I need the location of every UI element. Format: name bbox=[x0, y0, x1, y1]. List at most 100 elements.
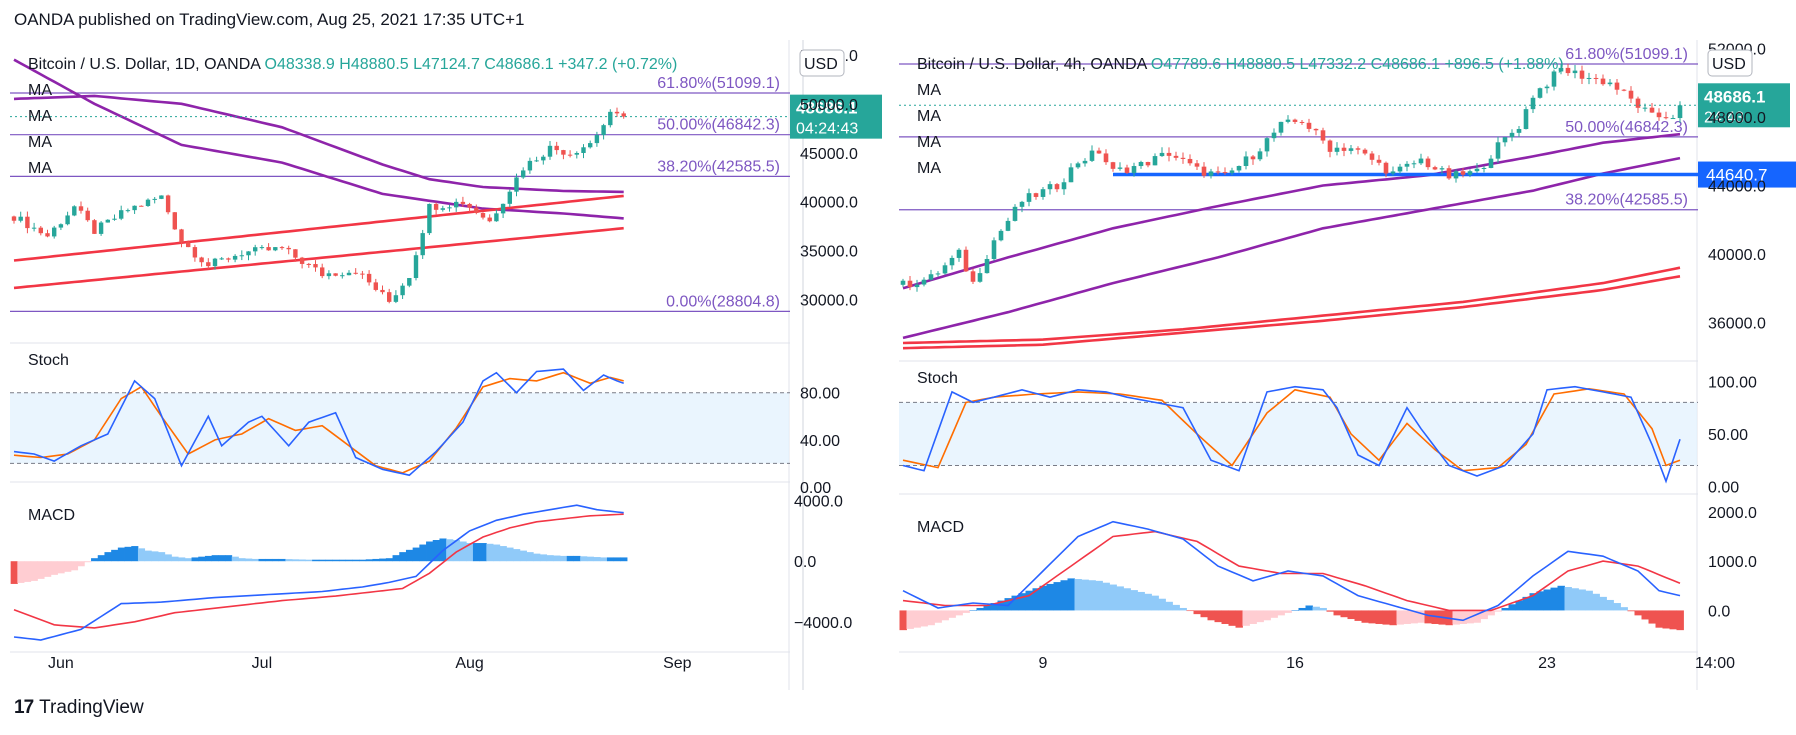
candle-body bbox=[1593, 77, 1599, 79]
macd-histogram-bar bbox=[948, 610, 956, 618]
candle-body bbox=[594, 135, 600, 144]
candle-body bbox=[1005, 220, 1011, 231]
candle-body bbox=[125, 210, 131, 212]
candle-body bbox=[92, 220, 97, 234]
macd-histogram-bar bbox=[452, 540, 460, 562]
macd-histogram-bar bbox=[30, 561, 38, 581]
candle-body bbox=[608, 111, 613, 126]
macd-histogram-bar bbox=[1396, 610, 1404, 625]
candle-body bbox=[460, 201, 466, 204]
macd-histogram-bar bbox=[1347, 610, 1355, 620]
macd-histogram-bar bbox=[1340, 610, 1348, 618]
candle-body bbox=[1425, 158, 1431, 168]
macd-histogram-bar bbox=[10, 561, 18, 584]
macd-tick-label: 2000.0 bbox=[1708, 505, 1757, 522]
candle-body bbox=[152, 198, 157, 200]
macd-histogram-bar bbox=[238, 558, 246, 562]
candle-body bbox=[1089, 150, 1095, 161]
macd-histogram-bar bbox=[365, 559, 373, 562]
candle-body bbox=[614, 111, 620, 114]
candle-body bbox=[935, 273, 941, 275]
macd-histogram-bar bbox=[1634, 610, 1642, 616]
candle-body bbox=[165, 195, 171, 213]
candle-body bbox=[541, 156, 546, 161]
macd-histogram-bar bbox=[1109, 584, 1117, 611]
candle-body bbox=[1474, 168, 1480, 172]
macd-histogram-bar bbox=[231, 556, 239, 562]
macd-histogram-bar bbox=[211, 555, 219, 562]
macd-signal-line bbox=[13, 513, 624, 629]
candle-body bbox=[259, 247, 265, 249]
fib-label: 61.80%(51099.1) bbox=[1565, 46, 1688, 63]
candle-body bbox=[400, 285, 405, 296]
macd-tick-label: −4000.0 bbox=[794, 615, 852, 632]
macd-histogram-bar bbox=[1620, 607, 1628, 611]
chart-title: Bitcoin / U.S. Dollar, 1D, OANDA O48338.… bbox=[28, 56, 677, 73]
candle-body bbox=[1390, 171, 1396, 174]
candle-body bbox=[413, 255, 419, 279]
macd-histogram-bar bbox=[158, 552, 166, 562]
candle-body bbox=[373, 282, 378, 290]
candle-body bbox=[420, 233, 425, 256]
candle-body bbox=[581, 147, 586, 153]
macd-histogram-bar bbox=[1557, 585, 1565, 611]
candle-body bbox=[1264, 138, 1270, 152]
candle-body bbox=[949, 257, 955, 266]
candle-body bbox=[480, 213, 486, 218]
stoch-tick-label: 0.00 bbox=[1708, 479, 1739, 496]
macd-histogram-bar bbox=[1585, 590, 1593, 611]
candle-body bbox=[1572, 70, 1578, 74]
price-tick-label: 40000.0 bbox=[1708, 247, 1766, 264]
macd-label: MACD bbox=[28, 507, 75, 524]
macd-histogram-bar bbox=[1473, 610, 1481, 623]
candle-body bbox=[977, 273, 983, 282]
macd-histogram-bar bbox=[1102, 582, 1110, 611]
ma-legend-label: MA bbox=[917, 160, 941, 177]
candle-body bbox=[85, 210, 90, 221]
macd-histogram-bar bbox=[1515, 600, 1523, 611]
macd-histogram-bar bbox=[1494, 610, 1502, 612]
candle-body bbox=[1194, 163, 1200, 167]
candle-body bbox=[1383, 162, 1389, 174]
candle-body bbox=[1103, 153, 1109, 163]
candle-body bbox=[1446, 168, 1452, 179]
macd-line bbox=[13, 504, 624, 641]
candle-body bbox=[1607, 82, 1613, 85]
candle-body bbox=[467, 203, 472, 208]
candle-body bbox=[1551, 71, 1557, 87]
candle-body bbox=[1677, 105, 1683, 119]
macd-histogram-bar bbox=[606, 557, 615, 562]
macd-histogram-bar bbox=[359, 559, 367, 562]
macd-histogram-bar bbox=[144, 550, 152, 562]
macd-histogram-bar bbox=[104, 552, 112, 562]
macd-histogram-bar bbox=[198, 556, 206, 562]
ma-legend-label: MA bbox=[28, 160, 52, 177]
candle-body bbox=[601, 125, 606, 136]
macd-histogram-bar bbox=[934, 610, 942, 623]
candle-body bbox=[1320, 130, 1326, 141]
fib-label: 50.00%(46842.3) bbox=[657, 117, 780, 134]
macd-histogram-bar bbox=[1249, 610, 1257, 624]
candle-body bbox=[239, 255, 244, 257]
stoch-label: Stoch bbox=[28, 352, 69, 369]
macd-histogram-bar bbox=[1452, 610, 1460, 625]
price-tick-label: 36000.0 bbox=[1708, 315, 1766, 332]
candle-body bbox=[1173, 155, 1179, 158]
ohlc-value: H48880.5 bbox=[339, 56, 413, 73]
candle-body bbox=[1215, 171, 1221, 173]
macd-histogram-bar bbox=[1130, 590, 1138, 611]
candle-body bbox=[31, 227, 37, 229]
macd-histogram-bar bbox=[1298, 607, 1306, 611]
macd-histogram-bar bbox=[1361, 610, 1369, 623]
macd-histogram-bar bbox=[486, 543, 494, 562]
macd-histogram-bar bbox=[1578, 589, 1586, 611]
candle-body bbox=[970, 271, 976, 282]
stoch-tick-label: 0.00 bbox=[800, 480, 831, 497]
candle-body bbox=[514, 177, 519, 192]
macd-histogram-bar bbox=[50, 561, 58, 575]
macd-histogram-bar bbox=[131, 546, 139, 562]
candle-body bbox=[105, 219, 110, 223]
macd-histogram-bar bbox=[1137, 591, 1145, 611]
candle-body bbox=[427, 203, 432, 234]
candle-body bbox=[1544, 86, 1550, 89]
